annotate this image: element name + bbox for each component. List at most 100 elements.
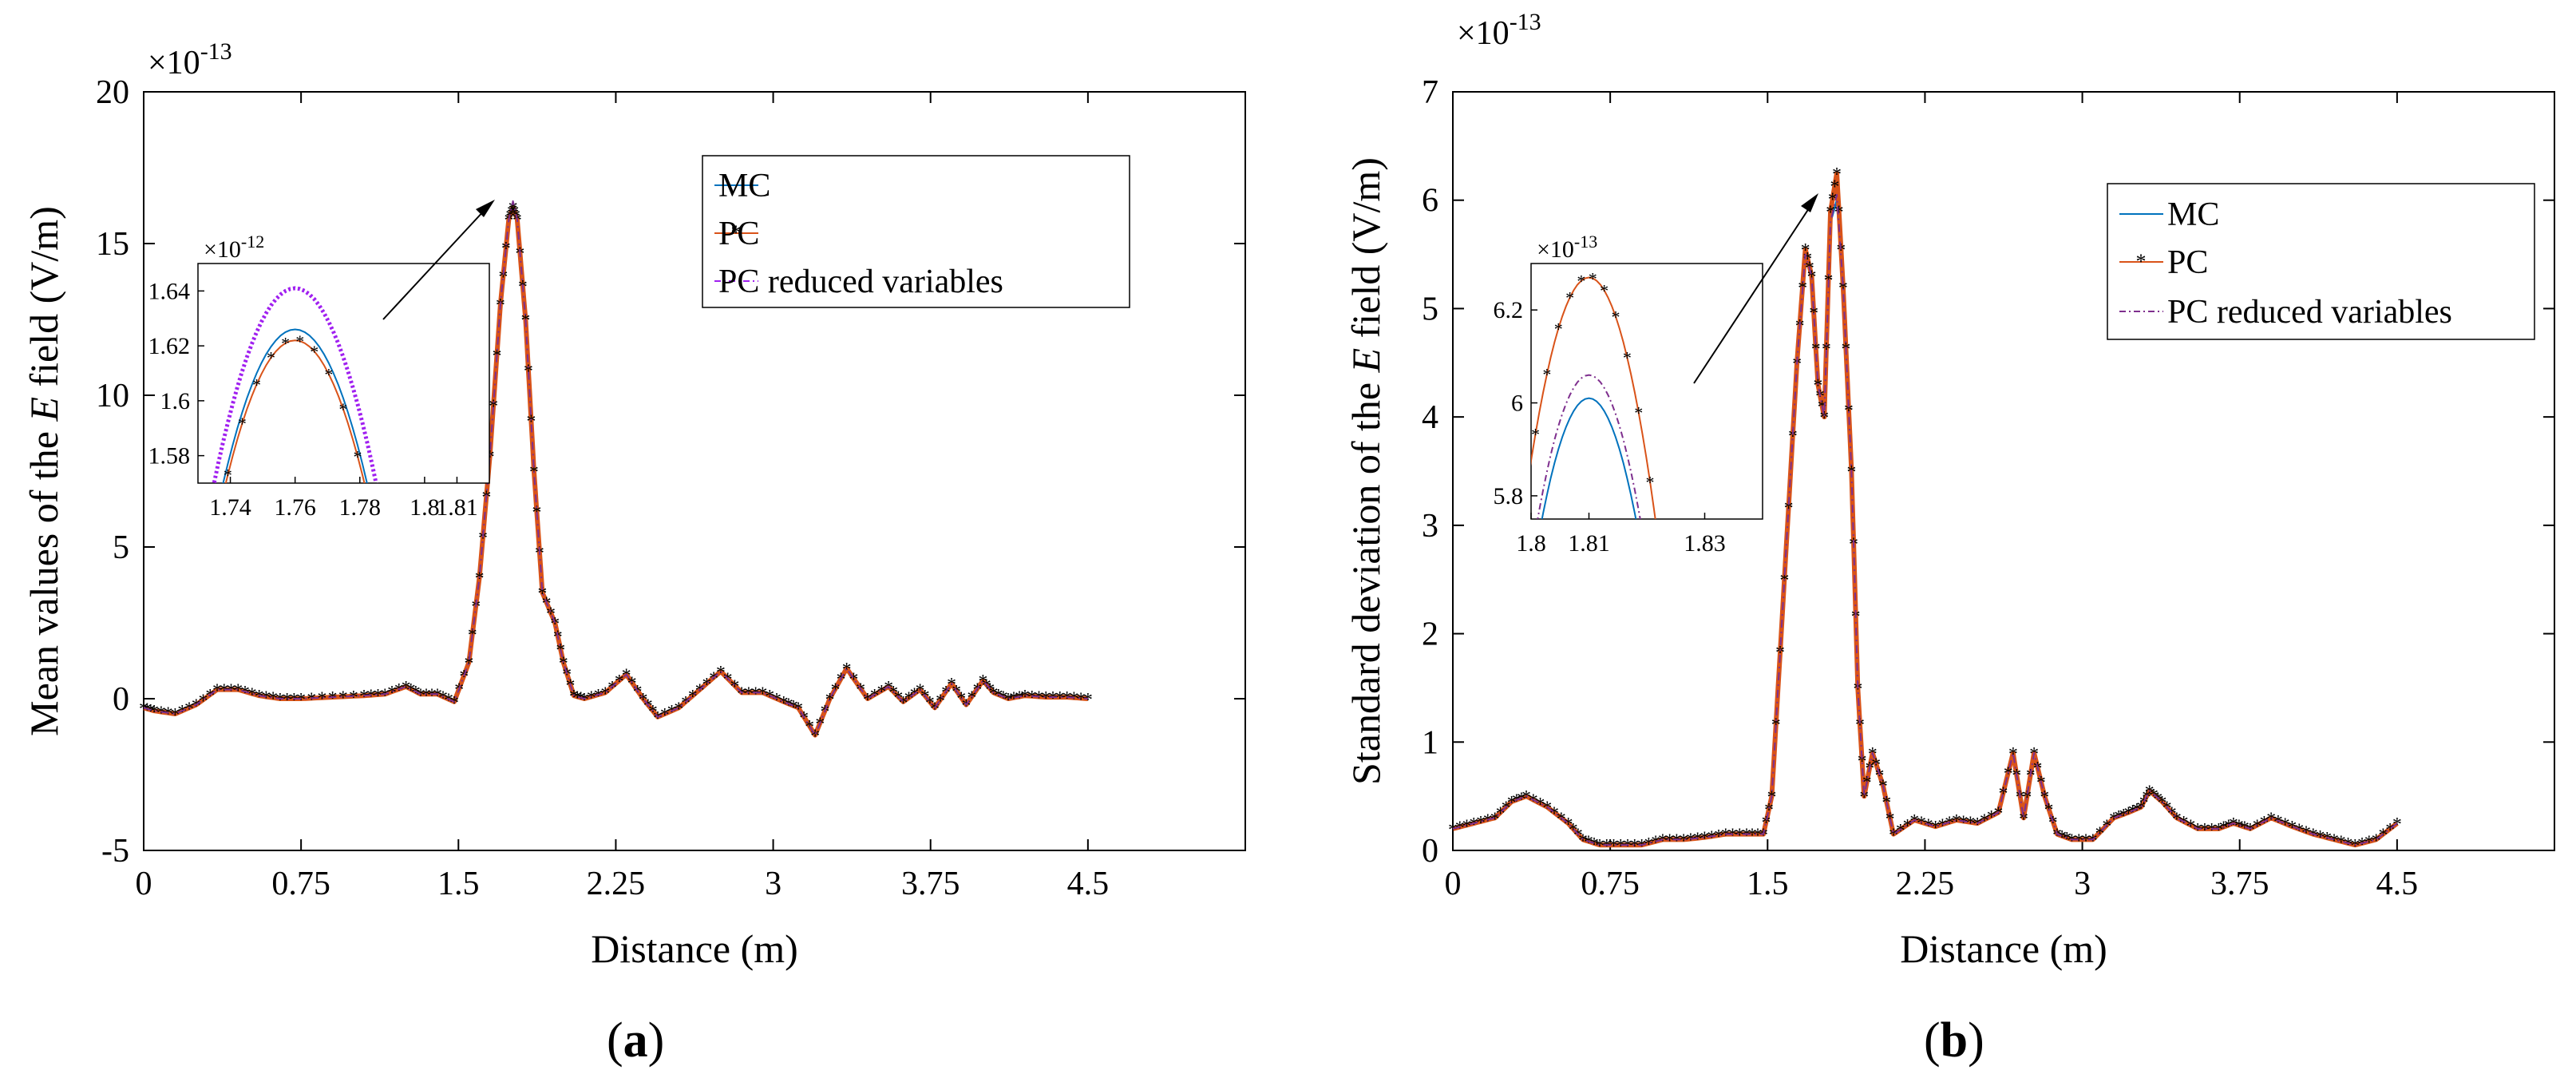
pc-marker: * (233, 681, 243, 702)
pc-marker: * (380, 685, 390, 706)
pc-marker: * (723, 670, 733, 691)
y-tick-label: 15 (96, 226, 129, 263)
pc-marker: * (1623, 836, 1632, 857)
pc-marker: * (1735, 826, 1744, 846)
panel-a-inset-box (197, 263, 490, 484)
pc-marker: * (1658, 830, 1668, 851)
pc-marker: * (1965, 814, 1975, 834)
pc-marker: * (1801, 240, 1810, 261)
pc-marker: * (772, 690, 782, 711)
pc-marker: * (1858, 751, 1867, 772)
pc-marker: * (349, 688, 358, 708)
pc-marker: * (1055, 688, 1065, 709)
panel-a-legend: MC * PC PC reduced variables (702, 155, 1130, 308)
pc-marker: * (1838, 278, 1848, 299)
pc-marker: * (2109, 809, 2119, 830)
pc-marker: * (402, 678, 411, 699)
legend-b-pc-label: PC (2167, 244, 2208, 281)
pc-marker: * (2114, 807, 2123, 828)
pc-marker: * (1784, 498, 1794, 519)
panel-a-series: ************************* * * * * * **********… (139, 198, 1093, 747)
x-tick-label: 3 (765, 866, 782, 902)
panel-b-inset-box (1530, 263, 1763, 520)
pc-marker: * (2392, 814, 2402, 835)
pc-marker: * (1686, 830, 1696, 851)
pc-marker: * (1589, 834, 1599, 855)
legend-mc-label: MC (718, 168, 770, 204)
pc-marker: * (1832, 164, 1842, 185)
x-tick-label: 3.75 (901, 866, 960, 902)
y-tick-label: 20 (96, 74, 129, 111)
pc-marker: * (562, 664, 572, 685)
x-tick-label: 3.75 (2210, 866, 2269, 902)
pc-marker: * (1819, 408, 1829, 429)
pc-marker: * (639, 690, 648, 711)
pc-marker: * (338, 688, 348, 708)
pc-marker: * (2048, 813, 2058, 834)
y-tick-label: 4 (1422, 399, 1438, 436)
y-tick-label: 6 (1422, 183, 1438, 220)
legend-b-pcr-label: PC reduced variables (2167, 294, 2452, 331)
series-markers-pc: ****************************************… (139, 198, 1093, 747)
inset-pc-marker: * (295, 331, 304, 351)
pc-marker: * (999, 688, 1008, 708)
inset-y-tick-label: 6.2 (1494, 297, 1524, 323)
pc-marker: * (1779, 571, 1789, 592)
inset-pc-marker: * (1565, 287, 1574, 307)
pc-marker: * (856, 680, 865, 700)
inset-pc-marker: * (1611, 307, 1620, 327)
y-tick-label: 7 (1422, 74, 1438, 111)
x-tick-label: 4.5 (2376, 866, 2419, 902)
pc-marker: * (1917, 814, 1926, 834)
pc-marker: * (2234, 816, 2244, 837)
panel-b-inset-exponent: ×10-13 (1537, 232, 1597, 263)
pc-marker: * (674, 699, 683, 719)
pc-marker: * (1644, 834, 1653, 855)
pc-marker: * (459, 667, 469, 688)
pc-marker: * (1700, 829, 1709, 850)
pc-marker: * (1714, 826, 1723, 847)
pc-marker: * (2281, 815, 2290, 836)
pc-marker: * (247, 685, 257, 706)
pc-marker: * (1742, 826, 1751, 846)
pc-marker: * (1806, 268, 1816, 288)
pc-marker: * (904, 689, 914, 710)
x-tick-label: 2.25 (587, 866, 646, 902)
inset-pc-marker: * (267, 348, 275, 368)
pc-marker: * (1937, 815, 1947, 836)
inset-y-tick-label: 5.8 (1494, 483, 1524, 509)
pc-marker: * (1609, 836, 1619, 857)
y-tick-label: 0 (1422, 833, 1438, 870)
pc-marker: * (289, 690, 299, 711)
inset-curve-pc-reduced-variables (212, 286, 378, 483)
panel-b-zoom-arrow (1693, 205, 1811, 384)
pc-marker: * (164, 704, 173, 725)
inset-pc-marker: * (1554, 319, 1563, 339)
pc-marker: * (2008, 744, 2018, 765)
panel-a-x-ticks: 0 0.75 1.5 2.25 3 3.75 4.5 (136, 92, 1109, 902)
pc-marker: * (572, 688, 582, 708)
pc-marker: * (888, 683, 898, 703)
pc-marker: * (1020, 687, 1030, 707)
pc-marker: * (884, 678, 893, 699)
pc-marker: * (296, 690, 306, 711)
pc-marker: * (1027, 688, 1037, 708)
inset-x-tick-label: 1.8 (1516, 530, 1546, 557)
pc-marker: * (2119, 806, 2128, 826)
panel-b-inset-x-ticks: 1.8 1.81 1.83 (1516, 513, 1726, 557)
panel-b-axes-box (1452, 91, 2555, 851)
pc-marker: * (1853, 679, 1862, 700)
inset-pc-marker: * (338, 399, 347, 419)
inset-pc-marker: * (310, 342, 319, 362)
pc-marker: * (695, 681, 705, 702)
pc-marker: * (2344, 834, 2353, 855)
panel-b-caption: (b) (1924, 1013, 1984, 1068)
pc-marker: * (1595, 836, 1605, 857)
pc-marker: * (1859, 787, 1869, 808)
pc-marker: * (2294, 820, 2304, 841)
pc-marker: * (681, 693, 690, 714)
x-tick-label: 0 (136, 866, 152, 902)
pc-marker: * (576, 689, 586, 710)
pc-marker: * (2385, 820, 2395, 841)
